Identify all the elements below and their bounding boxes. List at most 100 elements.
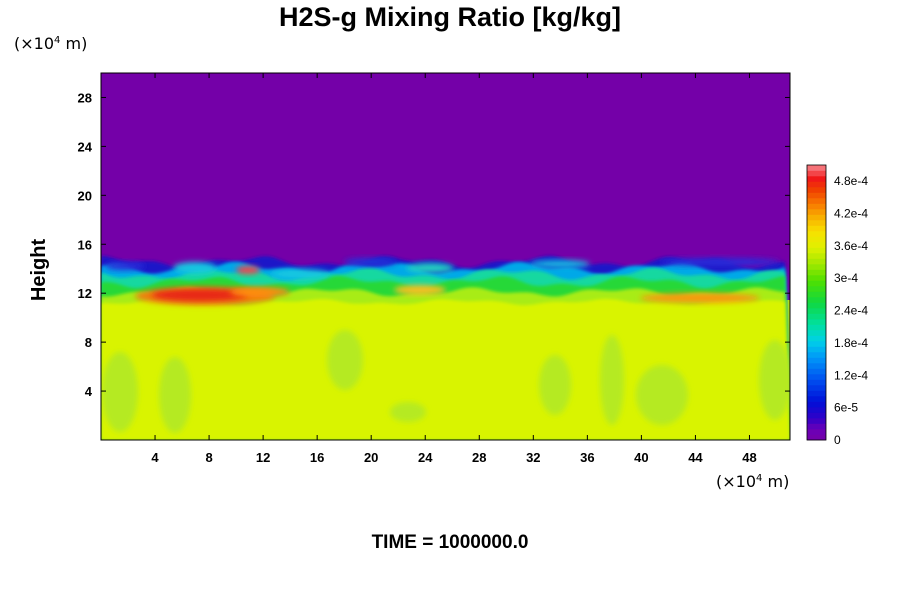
y-tick-label: 24 — [78, 139, 93, 154]
hot-patch-4 — [394, 285, 446, 295]
y-tick-label: 4 — [85, 384, 93, 399]
colorbar-segment — [807, 236, 826, 243]
x-tick-label: 48 — [742, 450, 756, 465]
x-axis-unit: (×104 m) — [716, 472, 789, 491]
colorbar-segment — [807, 275, 826, 281]
x-unit-tail: m) — [762, 472, 790, 491]
colorbar-segment — [807, 247, 826, 254]
colorbar-segment — [807, 352, 826, 358]
lower-plume-1 — [159, 357, 191, 433]
band-yellow — [101, 298, 790, 440]
colorbar-segment — [807, 341, 826, 347]
colorbar — [806, 164, 827, 441]
hot-patch-3 — [640, 293, 760, 303]
colorbar-label: 3e-4 — [834, 271, 858, 285]
colorbar-segment — [807, 198, 826, 204]
x-tick-label: 32 — [526, 450, 540, 465]
colorbar-segment — [807, 258, 826, 265]
colorbar-label: 2.4e-4 — [834, 304, 868, 318]
y-tick-label: 28 — [78, 90, 92, 105]
colorbar-segment — [807, 335, 826, 342]
colorbar-segment — [807, 203, 826, 210]
colorbar-frame — [806, 164, 827, 441]
colorbar-segment — [807, 357, 826, 364]
interface-wisp-1 — [173, 262, 217, 274]
y-tick-label: 8 — [85, 335, 92, 350]
interface-wisp-5 — [406, 263, 454, 273]
colorbar-segment — [807, 412, 826, 419]
hot-patch-1 — [152, 289, 248, 301]
colorbar-segment — [807, 324, 826, 331]
colorbar-label: 1.8e-4 — [834, 336, 868, 350]
y-tick-label: 16 — [78, 237, 92, 252]
colorbar-segment — [807, 308, 826, 314]
x-tick-label: 4 — [151, 450, 159, 465]
colorbar-segment — [807, 297, 826, 303]
x-tick-label: 8 — [205, 450, 212, 465]
colorbar-segment — [807, 170, 826, 177]
x-tick-label: 20 — [364, 450, 378, 465]
lower-plume-2 — [327, 330, 363, 390]
plot-frame — [100, 72, 791, 441]
colorbar-label: 4.8e-4 — [834, 174, 868, 188]
y-tick-label: 12 — [78, 286, 92, 301]
colorbar-segment — [807, 423, 826, 430]
colorbar-segment — [807, 374, 826, 380]
x-tick-label: 24 — [418, 450, 433, 465]
y-axis-unit: (×104 m) — [14, 34, 87, 53]
colorbar-segment — [807, 181, 826, 188]
x-tick-label: 28 — [472, 450, 486, 465]
colorbar-segment — [807, 401, 826, 408]
colorbar-segment — [807, 253, 826, 259]
y-tick-label: 20 — [78, 188, 92, 203]
x-tick-label: 12 — [256, 450, 270, 465]
colorbar-segment — [807, 242, 826, 248]
colorbar-segment — [807, 346, 826, 353]
colorbar-segment — [807, 385, 826, 391]
colorbar-segment — [807, 379, 826, 386]
colorbar-segment — [807, 165, 826, 171]
chart-title: H2S-g Mixing Ratio [kg/kg] — [278, 2, 621, 32]
lower-plume-6 — [636, 365, 688, 425]
y-unit-base: (×10 — [14, 34, 55, 53]
time-label: TIME = 1000000.0 — [371, 532, 529, 553]
colorbar-segment — [807, 418, 826, 424]
colorbar-segment — [807, 330, 826, 336]
y-axis-ticks: 4 8 12 16 20 24 28 — [78, 90, 790, 399]
colorbar-segment — [807, 302, 826, 309]
lower-plume-4 — [539, 355, 571, 415]
colorbar-segment — [807, 291, 826, 298]
colorbar-segment — [807, 363, 826, 369]
x-unit-exponent: 4 — [756, 473, 763, 484]
interface-wisp-3 — [270, 269, 330, 279]
interface-wisp-6 — [530, 260, 590, 268]
colorbar-segment — [807, 368, 826, 375]
colorbar-segment — [807, 176, 826, 182]
colorbar-segment — [807, 231, 826, 237]
colorbar-segment — [807, 429, 826, 435]
colorbar-segment — [807, 209, 826, 215]
colorbar-segment — [807, 220, 826, 226]
x-unit-base: (×10 — [716, 472, 757, 491]
colorbar-segment — [807, 264, 826, 270]
colorbar-segment — [807, 286, 826, 292]
lower-plume-5 — [600, 335, 624, 425]
heatmap-field — [101, 73, 790, 440]
interface-wisp-4 — [344, 258, 396, 266]
colorbar-segment — [807, 280, 826, 287]
colorbar-segment — [807, 319, 826, 325]
colorbar-segment — [807, 396, 826, 402]
lower-plume-3 — [390, 402, 426, 422]
interface-wisp-2 — [236, 266, 260, 274]
lower-plume-7 — [759, 340, 790, 420]
y-unit-tail: m) — [60, 34, 88, 53]
hot-patch-2 — [230, 287, 290, 297]
colorbar-labels: 0 6e-5 1.2e-4 1.8e-4 2.4e-4 3e-4 3.6e-4 4.2e-4 4… — [834, 174, 868, 447]
x-tick-label: 40 — [634, 450, 648, 465]
colorbar-segment — [807, 192, 826, 199]
colorbar-segment — [807, 214, 826, 221]
colorbar-segment — [807, 390, 826, 397]
lower-plume-0 — [102, 352, 138, 432]
colorbar-label: 6e-5 — [834, 401, 858, 415]
colorbar-segment — [807, 313, 826, 320]
